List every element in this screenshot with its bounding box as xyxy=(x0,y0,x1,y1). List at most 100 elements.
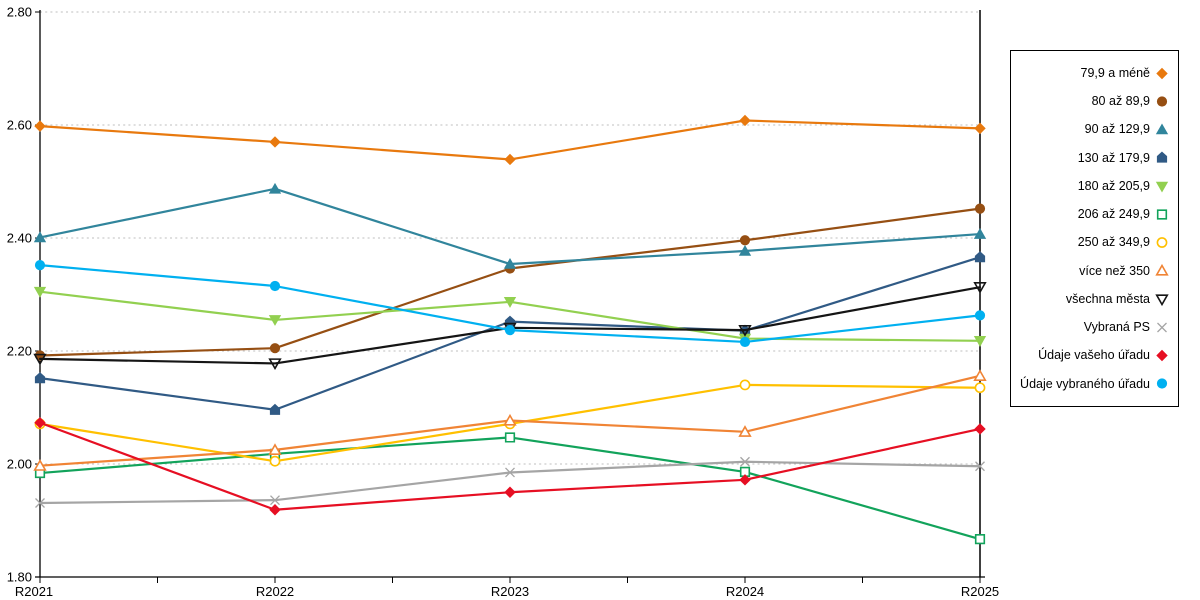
vice-nez-350-marker-icon xyxy=(503,413,517,426)
y-tick-label: 2.60 xyxy=(7,118,32,133)
y-tick-label: 2.40 xyxy=(7,231,32,246)
206-az-249-9-marker-icon xyxy=(974,534,986,545)
legend-label: všechna města xyxy=(1065,291,1150,306)
legend-item-udaje-vaseho-uradu: Údaje vašeho úřadu xyxy=(1017,349,1169,362)
80-az-89-9-marker-icon xyxy=(1156,96,1168,107)
legend-item-206-az-249-9: 206 až 249,9 xyxy=(1017,208,1169,221)
udaje-vaseho-uradu-marker-icon xyxy=(34,417,46,429)
series-udaje-vaseho-uradu xyxy=(34,417,986,516)
180-az-205-9-marker-icon xyxy=(268,315,282,326)
series-130-az-179-9 xyxy=(34,251,986,415)
legend-item-130-az-179-9: 130 až 179,9 xyxy=(1017,151,1169,164)
vybrana-ps-marker-icon xyxy=(1157,322,1167,333)
legend-item-80-az-89-9: 80 až 89,9 xyxy=(1017,95,1169,108)
legend-item-vice-nez-350: více než 350 xyxy=(1017,264,1169,277)
130-az-179-9-marker-icon xyxy=(504,315,516,327)
vsechna-mesta-marker-icon xyxy=(973,282,987,294)
vybrana-ps-marker-icon xyxy=(270,495,280,506)
80-az-89-9-marker-icon xyxy=(974,203,986,214)
80-az-89-9-marker-icon xyxy=(269,343,281,354)
x-tick-label: R2023 xyxy=(491,584,529,599)
vice-nez-350-marker-icon xyxy=(738,425,752,437)
legend-item-79-9-a-mene: 79,9 a méně xyxy=(1017,67,1169,80)
legend-label: 250 až 349,9 xyxy=(1077,235,1150,250)
vice-nez-350-marker-icon xyxy=(1155,264,1169,276)
legend-item-250-az-349-9: 250 až 349,9 xyxy=(1017,236,1169,249)
vice-nez-350-marker-icon xyxy=(973,369,987,381)
250-az-349-9-marker-icon xyxy=(739,379,751,391)
vybrana-ps-legend-marker-icon xyxy=(1157,322,1167,333)
series-80-az-89-9 xyxy=(34,203,986,361)
udaje-vaseho-uradu-marker-icon xyxy=(1156,349,1168,362)
vsechna-mesta-marker-icon xyxy=(1155,294,1169,306)
130-az-179-9-legend-marker-icon xyxy=(1156,151,1168,163)
legend-label: 90 až 129,9 xyxy=(1084,122,1150,137)
79-9-a-mene-legend-marker-icon xyxy=(1156,67,1168,79)
x-tick-label: R2021 xyxy=(15,584,53,599)
legend-item-vsechna-mesta: všechna města xyxy=(1017,293,1169,306)
90-az-129-9-marker-icon xyxy=(33,231,47,243)
vice-nez-350-marker-icon xyxy=(33,459,47,471)
vybrana-ps-marker-icon xyxy=(740,456,750,467)
80-az-89-9-legend-marker-icon xyxy=(1156,96,1168,107)
udaje-vybraneho-uradu-marker-icon xyxy=(1156,378,1168,389)
series-line xyxy=(38,187,982,266)
udaje-vybraneho-uradu-marker-icon xyxy=(504,324,516,336)
206-az-249-9-legend-marker-icon xyxy=(1156,209,1168,220)
udaje-vybraneho-uradu-marker-icon xyxy=(739,336,751,348)
90-az-129-9-marker-icon xyxy=(503,257,517,269)
series-line xyxy=(38,119,982,161)
vybrana-ps-marker-icon xyxy=(505,467,515,478)
legend-item-vybrana-ps: Vybraná PS xyxy=(1017,321,1169,334)
udaje-vaseho-uradu-marker-icon xyxy=(504,486,516,498)
90-az-129-9-marker-icon xyxy=(738,244,752,256)
180-az-205-9-marker-icon xyxy=(503,297,517,308)
130-az-179-9-marker-icon xyxy=(269,403,281,415)
130-az-179-9-marker-icon xyxy=(1156,151,1168,163)
legend-label: více než 350 xyxy=(1079,263,1150,278)
90-az-129-9-legend-marker-icon xyxy=(1155,123,1169,135)
250-az-349-9-marker-icon xyxy=(1156,237,1168,249)
udaje-vaseho-uradu-marker-icon xyxy=(974,423,986,435)
180-az-205-9-marker-icon xyxy=(1155,181,1169,193)
udaje-vybraneho-uradu-marker-icon xyxy=(34,260,46,271)
chart-legend: 79,9 a méně 80 až 89,9 90 až 129,9 130 až 1… xyxy=(1010,50,1179,407)
206-az-249-9-marker-icon xyxy=(739,466,751,478)
vsechna-mesta-legend-marker-icon xyxy=(1155,294,1169,306)
vice-nez-350-legend-marker-icon xyxy=(1155,264,1169,276)
series-79-9-a-mene xyxy=(34,114,986,166)
250-az-349-9-legend-marker-icon xyxy=(1156,237,1168,249)
udaje-vybraneho-uradu-marker-icon xyxy=(269,280,281,292)
y-tick-label: 1.80 xyxy=(7,570,32,585)
79-9-a-mene-marker-icon xyxy=(1156,67,1168,79)
legend-item-90-az-129-9: 90 až 129,9 xyxy=(1017,123,1169,136)
udaje-vybraneho-uradu-legend-marker-icon xyxy=(1156,378,1168,389)
180-az-205-9-marker-icon xyxy=(33,286,47,298)
y-tick-label: 2.00 xyxy=(7,457,32,472)
legend-label: 130 až 179,9 xyxy=(1077,150,1150,165)
206-az-249-9-marker-icon xyxy=(1156,209,1168,220)
series-vice-nez-350 xyxy=(33,369,987,471)
legend-label: 180 až 205,9 xyxy=(1077,178,1150,193)
series-90-az-129-9 xyxy=(33,182,987,269)
206-az-249-9-marker-icon xyxy=(504,432,516,443)
250-az-349-9-marker-icon xyxy=(269,455,281,467)
vice-nez-350-marker-icon xyxy=(268,443,282,455)
79-9-a-mene-marker-icon xyxy=(974,122,986,135)
legend-label: 79,9 a méně xyxy=(1080,65,1151,80)
legend-item-udaje-vybraneho-uradu: Údaje vybraného úřadu xyxy=(1017,377,1169,390)
udaje-vaseho-uradu-marker-icon xyxy=(269,504,281,516)
90-az-129-9-marker-icon xyxy=(1155,123,1169,135)
vybrana-ps-marker-icon xyxy=(35,498,45,508)
legend-item-180-az-205-9: 180 až 205,9 xyxy=(1017,180,1169,193)
250-az-349-9-marker-icon xyxy=(974,382,986,394)
79-9-a-mene-marker-icon xyxy=(269,136,281,148)
vsechna-mesta-marker-icon xyxy=(33,353,47,366)
y-tick-label: 2.20 xyxy=(7,344,32,359)
79-9-a-mene-marker-icon xyxy=(504,153,516,166)
79-9-a-mene-marker-icon xyxy=(34,120,46,132)
180-az-205-9-marker-icon xyxy=(973,336,987,347)
legend-label: Vybraná PS xyxy=(1083,320,1150,335)
